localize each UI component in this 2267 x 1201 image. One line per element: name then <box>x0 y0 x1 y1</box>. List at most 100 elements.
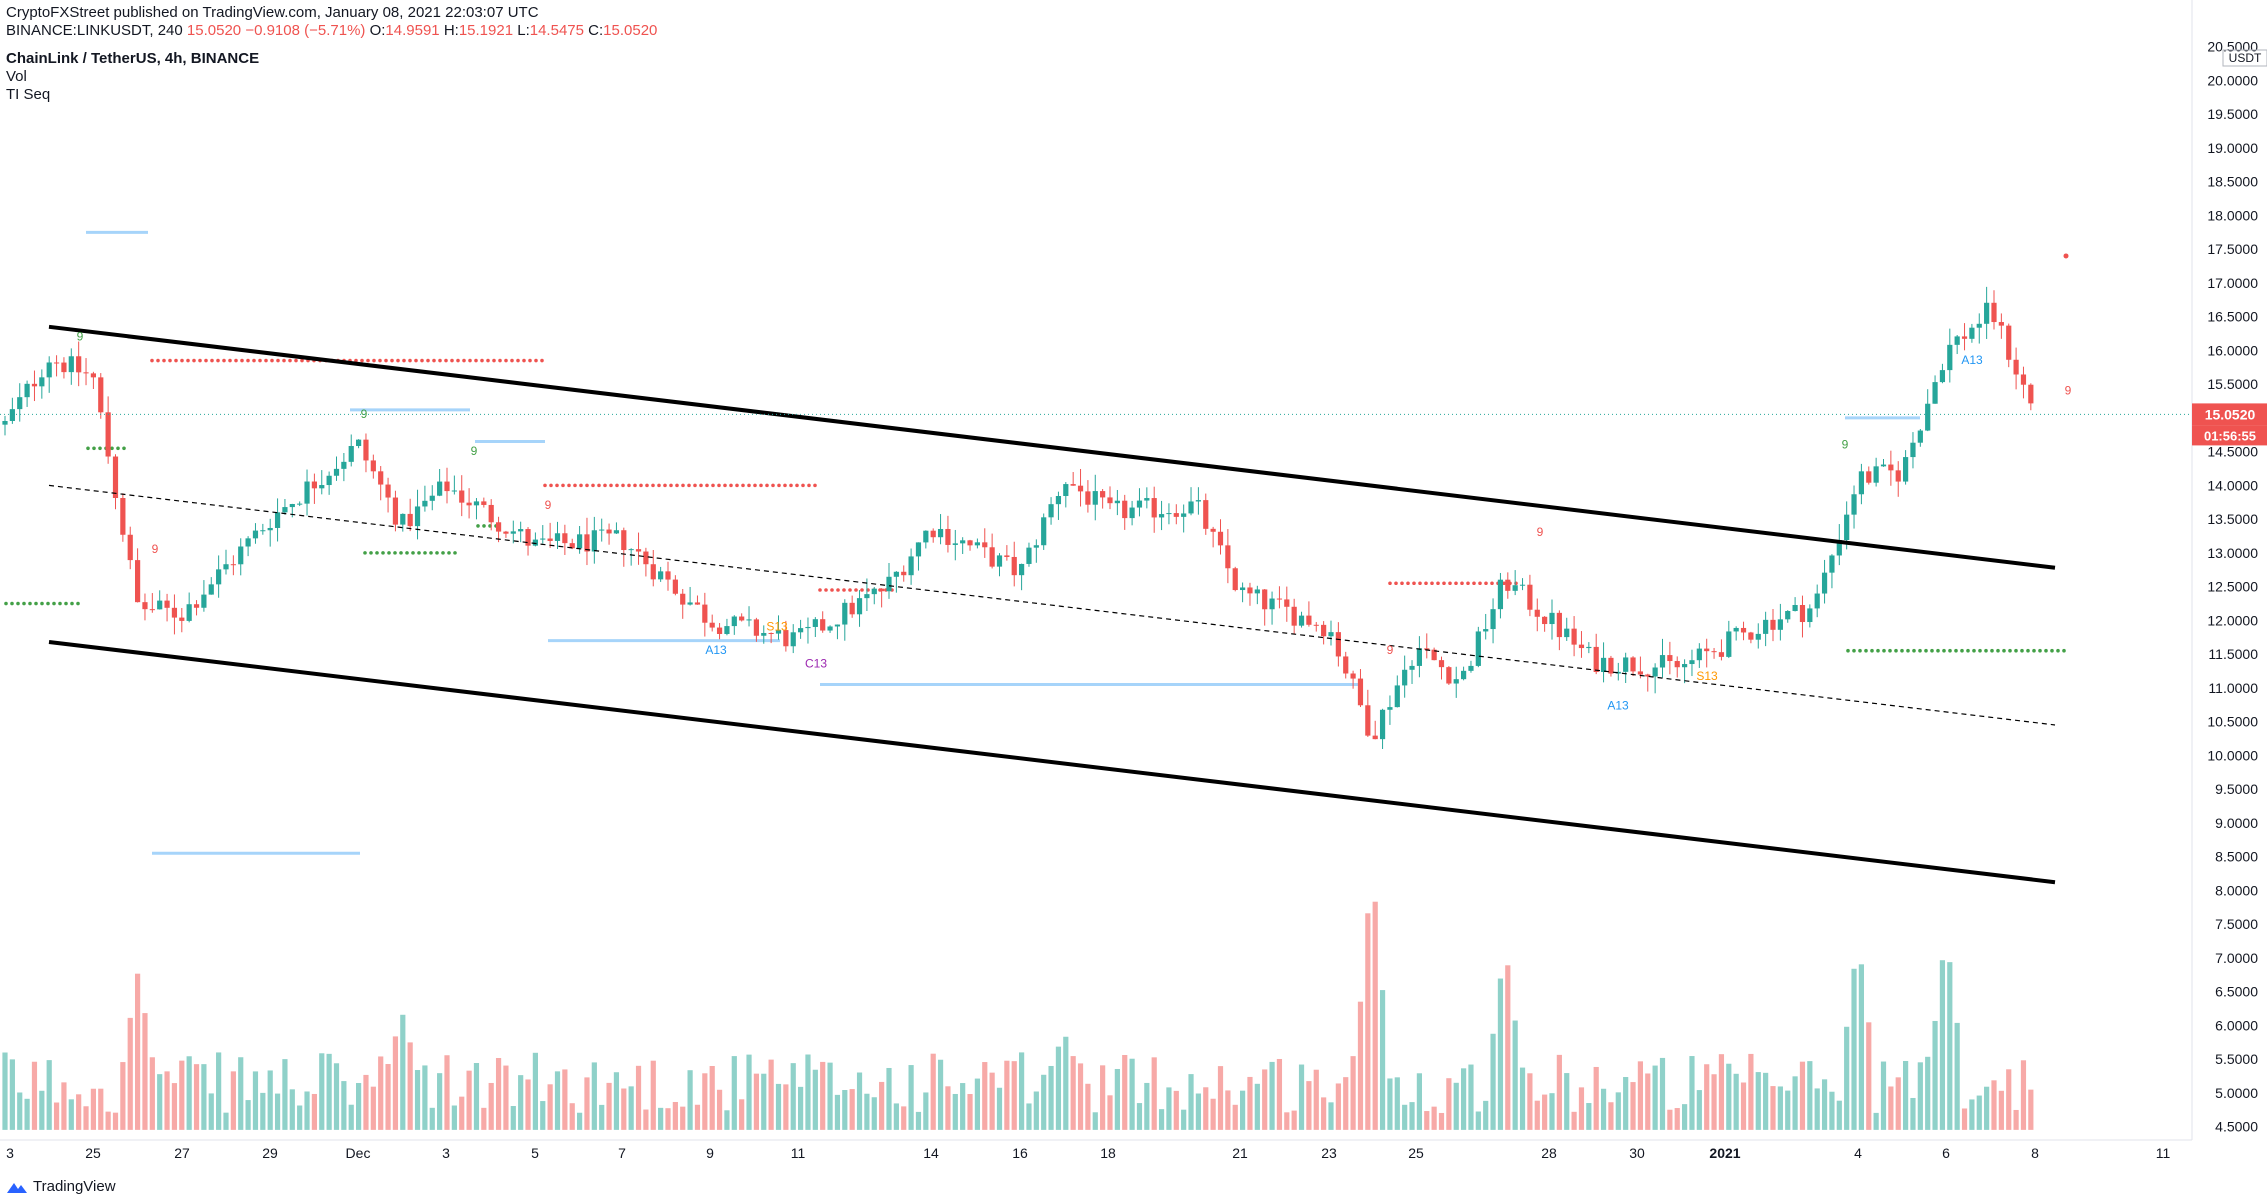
price-tick-label: 8.5000 <box>2215 849 2258 865</box>
candle-body <box>812 619 818 627</box>
time-tick-label: 18 <box>1100 1145 1116 1161</box>
volume-bar <box>1578 1087 1585 1130</box>
seq-dot <box>70 601 74 606</box>
candle-body <box>996 555 1003 567</box>
volume-bar <box>274 1093 281 1130</box>
candle-body <box>1792 605 1798 612</box>
seq-dot <box>1924 648 1928 653</box>
volume-bar <box>1321 1097 1327 1130</box>
seq-dot <box>2026 648 2030 653</box>
candle-body <box>1615 671 1621 674</box>
time-tick-label: 8 <box>2031 1145 2039 1161</box>
volume-bar <box>223 1112 229 1130</box>
volume-bar <box>1519 1067 1526 1130</box>
seq-dot <box>354 358 358 363</box>
seq-dot <box>504 358 508 363</box>
seq-dot <box>1502 581 1506 586</box>
volume-bar <box>46 1060 52 1130</box>
candle-body <box>1424 648 1430 650</box>
candle-body <box>76 356 82 373</box>
candle-body <box>1947 344 1953 371</box>
seq-dot <box>1852 648 1856 653</box>
seq-dot <box>438 358 442 363</box>
candle-body <box>960 540 966 544</box>
price-tick-label: 19.0000 <box>2207 140 2258 156</box>
candle-body <box>702 604 708 623</box>
volume-bar <box>1490 1033 1496 1130</box>
volume-bar <box>1792 1076 1798 1130</box>
volume-bar <box>1895 1077 1901 1130</box>
volume-bar <box>731 1056 737 1130</box>
candle-body <box>599 529 605 531</box>
volume-bar <box>1033 1091 1039 1130</box>
seq-dot <box>399 551 403 555</box>
seq-dot <box>1948 648 1952 653</box>
candle-body <box>945 528 951 545</box>
volume-bar <box>230 1071 236 1130</box>
volume-bar <box>481 1107 487 1130</box>
volume-bar <box>1696 1090 1702 1130</box>
volume-bar <box>1667 1109 1673 1130</box>
indicator-vol[interactable]: Vol <box>6 68 27 85</box>
seq-dot <box>639 483 643 488</box>
candle-body <box>142 602 148 610</box>
volume-bar <box>1814 1088 1820 1130</box>
seq-label: 9 <box>1842 437 1849 451</box>
volume-bar <box>1836 1100 1842 1130</box>
seq-dot <box>474 358 478 363</box>
candle-body <box>31 383 38 387</box>
volume-bar <box>1542 1094 1548 1130</box>
tradingview-icon <box>7 1182 27 1193</box>
tradingview-logo[interactable]: TradingView <box>6 1178 116 1195</box>
seq-dot <box>393 551 397 555</box>
seq-dot <box>1490 581 1494 586</box>
volume-bar <box>1048 1065 1054 1130</box>
seq-dot <box>543 483 547 488</box>
candle-body <box>1343 656 1349 674</box>
candle-body <box>127 534 133 561</box>
candle-body <box>1004 555 1010 557</box>
candle-body <box>1306 615 1312 625</box>
candle-body <box>1917 430 1923 443</box>
time-tick-label: 4 <box>1854 1145 1862 1161</box>
volume-bar <box>1475 1111 1481 1130</box>
volume-bar <box>437 1073 443 1130</box>
candle-body <box>451 490 457 492</box>
indicator-tiseq[interactable]: TI Seq <box>6 86 51 103</box>
price-tick-label: 17.0000 <box>2207 275 2258 291</box>
price-tick-label: 12.5000 <box>2207 579 2258 595</box>
volume-bar <box>1497 978 1504 1130</box>
seq-dot <box>180 358 184 363</box>
descending-channel[interactable] <box>48 324 2056 885</box>
candle-body <box>112 456 119 499</box>
seq-dot <box>1418 581 1422 586</box>
seq-dot <box>1436 581 1440 586</box>
volume-bar <box>1991 1080 1997 1130</box>
candle-body <box>893 571 899 577</box>
volume-bar <box>1630 1082 1636 1130</box>
seq-dot <box>681 483 685 488</box>
volume-bar <box>31 1061 38 1130</box>
volume-bar <box>1188 1074 1194 1130</box>
volume-bar <box>1821 1079 1828 1130</box>
volume-bar <box>1593 1066 1599 1130</box>
candle-body <box>9 409 15 421</box>
candle-body <box>193 604 200 608</box>
volume-bar <box>945 1086 951 1130</box>
seq-dot <box>76 601 80 606</box>
seq-dot <box>468 358 472 363</box>
candle-body <box>716 627 723 634</box>
price-tick-label: 18.0000 <box>2207 207 2258 223</box>
volume-bar <box>628 1086 634 1130</box>
candle-body <box>694 602 701 605</box>
volume-bar <box>1645 1073 1651 1130</box>
ohlc-open: 15.0520 <box>186 22 242 39</box>
seq-dot <box>423 551 427 555</box>
candle-body <box>1328 632 1334 637</box>
candle-body <box>1365 705 1371 736</box>
candle-body <box>333 468 340 476</box>
seq-dot <box>16 601 20 606</box>
volume-bar <box>518 1075 524 1130</box>
volume-bar <box>1166 1087 1172 1130</box>
